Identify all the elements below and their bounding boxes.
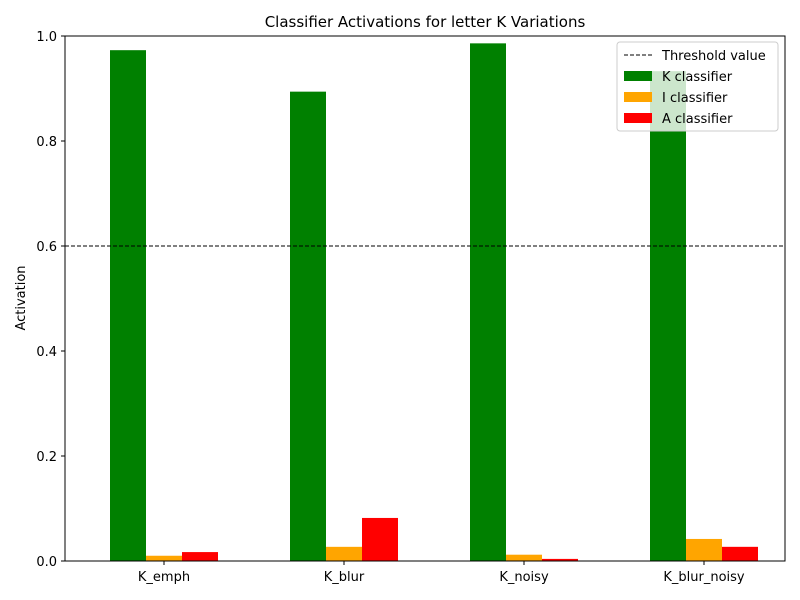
y-tick-label: 1.0 (36, 30, 57, 45)
bar-i-classifier-k_emph (146, 555, 182, 561)
x-axis: K_emph K_blur K_noisy K_blur_noisy (138, 561, 745, 585)
legend-label: I classifier (662, 91, 728, 106)
y-tick-label: 0.8 (36, 135, 57, 150)
y-tick-label: 0.0 (36, 555, 57, 570)
y-axis-label: Activation (14, 265, 29, 330)
x-tick-label: K_blur (324, 570, 365, 585)
bar-k-classifier-k_noisy (470, 43, 506, 562)
bar-i-classifier-k_blur_noisy (686, 538, 722, 561)
y-axis: 0.0 0.2 0.4 0.6 0.8 1.0 (36, 30, 65, 570)
bar-a-classifier-k_noisy (542, 558, 578, 561)
bar-a-classifier-k_blur (362, 517, 398, 561)
legend-label: A classifier (662, 112, 733, 127)
legend-swatch (624, 113, 652, 123)
bar-a-classifier-k_blur_noisy (722, 546, 758, 561)
x-tick-label: K_noisy (499, 570, 549, 585)
x-tick-label: K_emph (138, 570, 190, 585)
x-tick-label: K_blur_noisy (663, 570, 745, 585)
legend-box (616, 41, 779, 132)
bar-k-classifier-k_emph (110, 50, 146, 562)
y-tick-label: 0.6 (36, 240, 57, 255)
bars-group (110, 43, 758, 562)
chart-title: Classifier Activations for letter K Vari… (265, 13, 586, 31)
y-tick-label: 0.4 (36, 345, 57, 360)
legend-label: K classifier (662, 70, 733, 85)
legend-swatch (624, 92, 652, 102)
bar-k-classifier-k_blur_noisy (650, 71, 686, 562)
legend-label: Threshold value (661, 49, 766, 64)
bar-k-classifier-k_blur (290, 91, 326, 562)
legend-swatch (624, 71, 652, 81)
bar-i-classifier-k_blur (326, 546, 362, 561)
y-tick-label: 0.2 (36, 450, 57, 465)
plot-frame (64, 35, 786, 562)
bar-i-classifier-k_noisy (506, 554, 542, 561)
legend: Threshold value K classifier I classifier A… (616, 41, 779, 132)
bar-a-classifier-k_emph (182, 552, 218, 561)
